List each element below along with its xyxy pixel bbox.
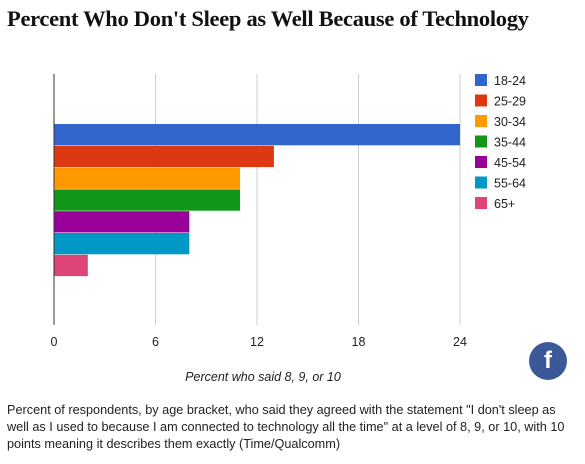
legend-swatch-55-64 xyxy=(475,176,487,189)
legend-swatch-30-34 xyxy=(475,115,487,127)
bar-35-44 xyxy=(54,189,241,211)
legend-label-18-24: 18-24 xyxy=(494,74,526,88)
bar-55-64 xyxy=(54,233,190,255)
legend-swatch-65+ xyxy=(475,197,487,209)
x-tick-label: 18 xyxy=(352,335,366,349)
bar-18-24 xyxy=(54,124,460,146)
legend-label-65+: 65+ xyxy=(494,197,515,211)
facebook-icon: f xyxy=(544,347,552,374)
chart-caption: Percent of respondents, by age bracket, … xyxy=(7,403,565,451)
facebook-share-button[interactable]: f xyxy=(529,342,567,380)
x-tick-label: 0 xyxy=(51,335,58,349)
legend-swatch-18-24 xyxy=(475,74,487,86)
legend-swatch-45-54 xyxy=(475,156,487,168)
bar-30-34 xyxy=(54,167,241,189)
bar-45-54 xyxy=(54,211,190,233)
x-axis-label: Percent who said 8, 9, or 10 xyxy=(185,370,341,384)
bar-25-29 xyxy=(54,145,274,168)
chart-title: Percent Who Don't Sleep as Well Because … xyxy=(7,6,529,31)
legend-label-25-29: 25-29 xyxy=(494,95,526,109)
legend-label-45-54: 45-54 xyxy=(494,156,526,170)
x-tick-label: 6 xyxy=(152,335,159,349)
legend-label-30-34: 30-34 xyxy=(494,115,526,129)
bar-65+ xyxy=(54,254,88,277)
legend-swatch-35-44 xyxy=(475,135,487,148)
legend-label-35-44: 35-44 xyxy=(494,136,526,150)
x-tick-label: 24 xyxy=(453,335,467,349)
legend-label-55-64: 55-64 xyxy=(494,177,526,191)
x-tick-label: 12 xyxy=(250,335,264,349)
legend-swatch-25-29 xyxy=(475,94,487,107)
